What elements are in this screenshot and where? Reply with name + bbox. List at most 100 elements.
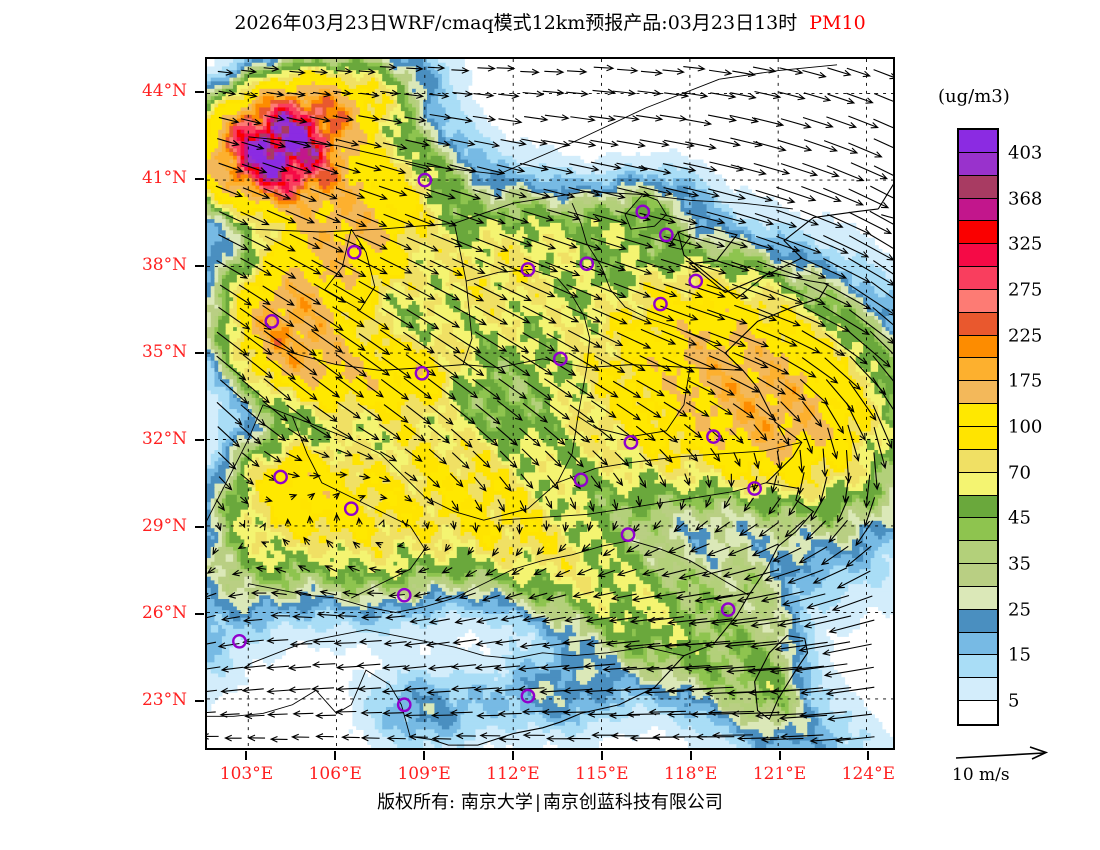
station-marker-8[interactable] — [552, 351, 568, 367]
wind-arrow — [753, 141, 787, 152]
wind-arrow — [451, 189, 482, 201]
wind-arrow — [242, 187, 271, 199]
wind-arrow — [612, 521, 619, 532]
wind-arrow — [334, 708, 357, 716]
wind-arrow — [405, 354, 437, 377]
station-marker-6[interactable] — [688, 273, 704, 289]
station-marker-4[interactable] — [579, 256, 595, 272]
wind-arrow — [450, 520, 457, 531]
wind-arrow — [381, 688, 406, 695]
colorbar-band-9 — [959, 335, 997, 359]
wind-arrow — [685, 141, 717, 151]
wind-arrow — [241, 234, 273, 251]
wind-arrow — [449, 164, 478, 174]
wind-scale-arrow-icon — [955, 746, 1049, 760]
wind-arrow — [738, 523, 758, 537]
wind-arrow — [636, 259, 676, 274]
wind-arrow — [581, 543, 591, 553]
station-marker-13[interactable] — [623, 435, 639, 450]
wind-arrow — [292, 613, 313, 621]
station-marker-19[interactable] — [232, 633, 247, 649]
wind-arrow — [566, 305, 602, 323]
wind-arrow — [636, 114, 664, 122]
lat-tick-label-35: 35°N — [141, 341, 187, 362]
station-marker-5[interactable] — [658, 227, 674, 243]
station-marker-12[interactable] — [747, 481, 762, 496]
station-marker-18[interactable] — [396, 587, 412, 603]
wind-arrow — [547, 209, 581, 221]
station-marker-21[interactable] — [520, 688, 536, 704]
wind-arrow — [544, 450, 562, 468]
wind-arrow — [639, 355, 672, 372]
wind-arrow — [592, 88, 616, 96]
wind-arrow — [495, 426, 519, 446]
wind-arrow — [846, 67, 872, 78]
wind-arrow — [617, 67, 639, 74]
coastline-segment-4 — [877, 183, 893, 210]
station-marker-15[interactable] — [620, 527, 636, 542]
wind-arrow — [638, 233, 677, 247]
wind-arrow — [616, 162, 649, 172]
station-marker-22[interactable] — [720, 602, 736, 617]
wind-arrow — [778, 332, 821, 354]
station-marker-2[interactable] — [346, 244, 362, 260]
wind-arrow — [714, 521, 730, 533]
wind-arrow — [873, 452, 880, 491]
colorbar-band-23 — [959, 655, 997, 679]
lat-tick-label-26: 26°N — [141, 602, 187, 623]
colorbar-band-3 — [959, 198, 997, 222]
wind-arrow — [218, 306, 251, 330]
lat-tick-label-38: 38°N — [141, 254, 187, 275]
map-plot-area[interactable] — [205, 57, 895, 750]
station-marker-11[interactable] — [706, 429, 721, 444]
wind-arrow — [776, 450, 783, 471]
wind-arrow — [522, 90, 545, 98]
station-markers — [232, 172, 762, 713]
wind-arrow — [626, 544, 640, 553]
lat-tick-mark-32 — [195, 438, 204, 441]
station-marker-0[interactable] — [417, 172, 433, 188]
wind-arrow — [827, 213, 872, 235]
wind-arrow — [869, 210, 893, 225]
wind-arrow — [379, 257, 413, 274]
wind-arrow — [622, 686, 660, 693]
wind-arrow — [313, 450, 331, 458]
wind-arrow — [710, 92, 737, 100]
wind-arrow — [869, 330, 893, 355]
wind-arrow — [863, 474, 871, 509]
wind-arrow — [758, 522, 779, 537]
station-marker-20[interactable] — [396, 697, 412, 713]
wind-arrow — [401, 519, 409, 528]
wind-arrow — [430, 233, 463, 248]
wind-arrow — [683, 64, 706, 72]
station-marker-16[interactable] — [343, 501, 359, 517]
wind-arrow — [519, 500, 527, 514]
wind-arrow — [754, 357, 790, 375]
wind-arrow — [521, 236, 557, 250]
wind-arrow — [784, 519, 805, 538]
wind-arrow — [640, 69, 663, 77]
wind-arrow — [357, 403, 383, 422]
wind-arrow — [664, 91, 690, 99]
colorbar-tick-45: 45 — [1008, 507, 1031, 529]
wind-arrow — [616, 140, 646, 149]
wind-arrow — [863, 497, 876, 528]
wind-arrow — [403, 685, 428, 693]
wind-arrow — [495, 521, 503, 533]
station-marker-1[interactable] — [635, 204, 651, 220]
station-marker-3[interactable] — [520, 262, 536, 277]
wind-arrow — [776, 235, 822, 254]
wind-arrow — [231, 569, 243, 577]
colorbar[interactable] — [957, 128, 999, 726]
station-marker-7[interactable] — [264, 314, 280, 329]
wind-arrow — [427, 425, 451, 444]
station-marker-14[interactable] — [573, 472, 589, 488]
station-marker-9[interactable] — [414, 365, 430, 381]
station-marker-10[interactable] — [653, 296, 668, 312]
wind-arrow — [686, 212, 726, 225]
station-marker-17[interactable] — [273, 469, 288, 485]
copyright-footer: 版权所有: 南京大学 | 南京创蓝科技有限公司 — [0, 788, 1100, 814]
wind-arrow — [673, 522, 685, 533]
wind-arrow — [731, 261, 776, 278]
wind-arrow — [592, 424, 615, 442]
